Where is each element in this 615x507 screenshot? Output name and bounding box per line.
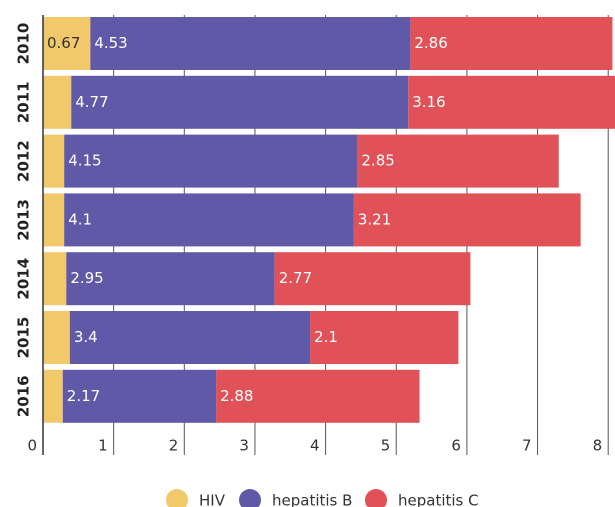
legend-label: HIV [199, 492, 226, 507]
bar-segment [43, 75, 72, 129]
y-tick-label: 2015 [15, 317, 33, 359]
legend-label: hepatitis B [272, 492, 352, 507]
data-label: 3.21 [358, 210, 391, 228]
x-tick-label: 3 [239, 437, 249, 455]
bar-segment [43, 134, 65, 188]
data-label: 2.1 [314, 328, 338, 346]
data-label: 2.86 [414, 34, 447, 52]
data-label: 2.85 [361, 152, 394, 170]
legend-swatch [239, 489, 261, 507]
y-tick-label: 2012 [15, 140, 33, 182]
bars [43, 17, 615, 423]
bar-segment [353, 193, 581, 247]
x-tick-label: 7 [522, 437, 532, 455]
data-label: 2.88 [220, 387, 253, 405]
bar-segment [43, 17, 91, 70]
data-label: 2.95 [70, 269, 103, 287]
labels: 0.67 4.53 2.86 4.77 3.16 4.15 2.85 4.1 3.21 2.95 2… [47, 34, 448, 405]
legend-swatch [365, 489, 387, 507]
bar-segment [357, 134, 559, 188]
legend-swatch [166, 489, 188, 507]
bar-segment [66, 252, 275, 306]
bar-segment [64, 134, 358, 188]
bar-segment [216, 369, 420, 423]
data-label: 4.15 [68, 152, 101, 170]
data-label: 4.77 [75, 93, 108, 111]
y-tick-label: 2014 [15, 258, 33, 300]
y-tick-label: 2010 [15, 23, 33, 65]
y-tick-label: 2013 [15, 199, 33, 241]
data-label: 4.1 [68, 210, 92, 228]
bar-segment [310, 311, 459, 364]
bar-segment [43, 369, 63, 423]
legend-label: hepatitis C [398, 492, 479, 507]
x-tick-label: 5 [381, 437, 391, 455]
y-tick-label: 2016 [15, 375, 33, 417]
bar-segment [62, 369, 217, 423]
x-tick-label: 0 [27, 437, 37, 455]
data-label: 2.77 [279, 269, 312, 287]
x-tick-label: 6 [451, 437, 461, 455]
data-label: 3.4 [74, 328, 98, 346]
axes: 0 1 2 3 4 5 6 7 8 2010 2011 2012 2013 2014 2015 2016 [15, 15, 603, 455]
x-tick-label: 2 [169, 437, 179, 455]
bar-segment [43, 252, 67, 306]
data-label: 4.53 [94, 34, 127, 52]
bar-segment [43, 311, 70, 364]
x-tick-label: 4 [310, 437, 320, 455]
bar-segment [90, 17, 411, 70]
bar-segment [71, 75, 409, 129]
x-tick-label: 1 [98, 437, 108, 455]
data-label: 3.16 [412, 93, 445, 111]
bar-segment [410, 17, 613, 70]
data-label: 2.17 [67, 387, 100, 405]
bar-segment [43, 193, 65, 247]
bar-segment [64, 193, 354, 247]
bar-segment [408, 75, 615, 129]
data-label: 0.67 [47, 34, 80, 52]
bar-segment [274, 252, 471, 306]
y-tick-label: 2011 [15, 81, 33, 123]
x-tick-label: 8 [593, 437, 603, 455]
bar-segment [69, 311, 311, 364]
